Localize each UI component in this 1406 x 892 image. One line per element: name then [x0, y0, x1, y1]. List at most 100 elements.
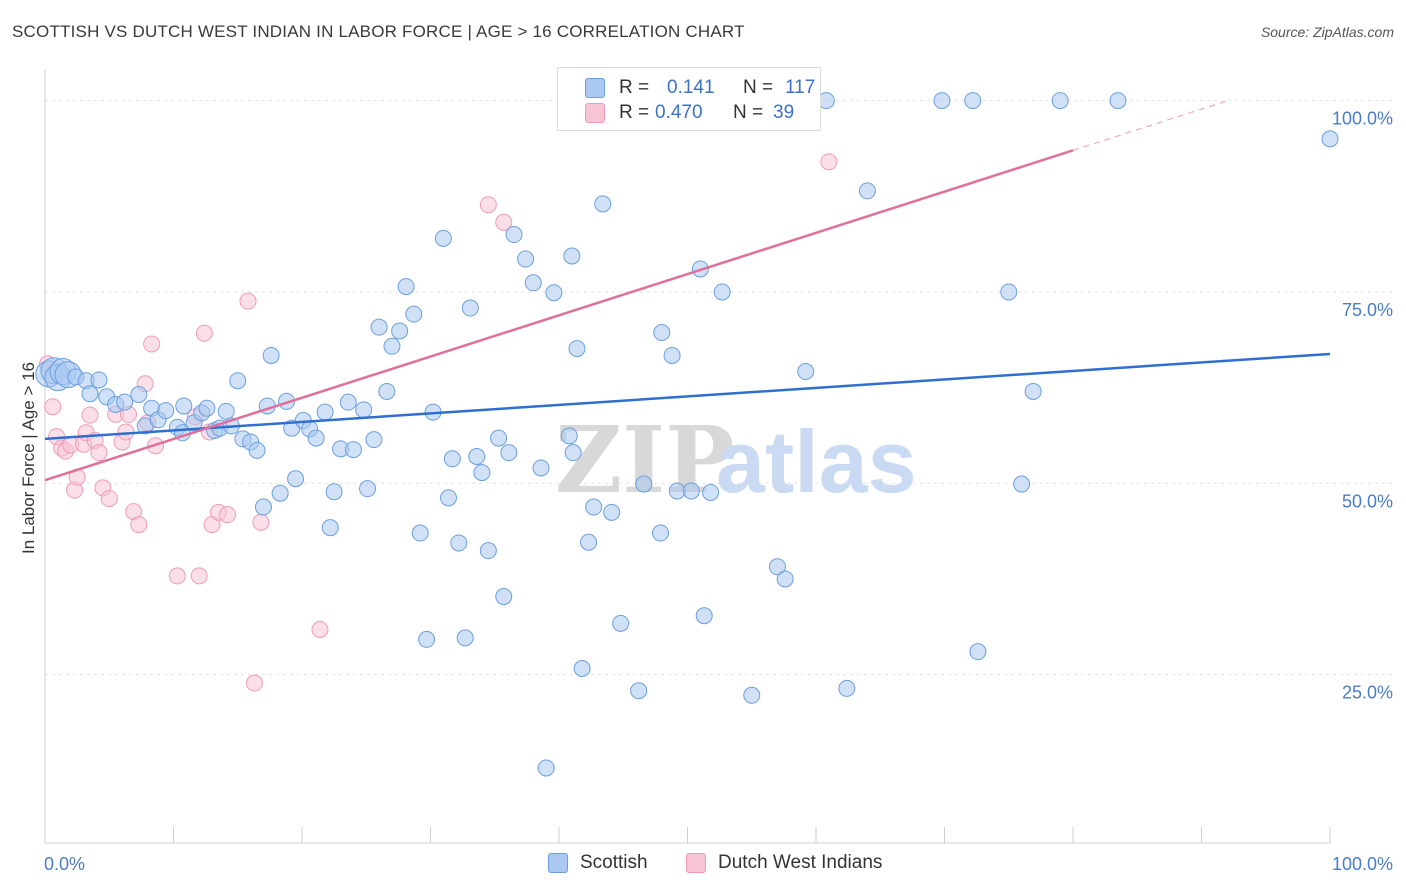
dutch-point-27 — [190, 567, 208, 585]
scottish-point-27 — [229, 372, 247, 390]
dutch-point-23 — [143, 335, 161, 353]
scottish-point-53 — [391, 322, 409, 340]
y-tick-label-0: 25.0% — [1342, 683, 1393, 703]
dutch-swatch — [686, 853, 706, 873]
scottish-point-30 — [248, 441, 266, 459]
gridlines — [45, 100, 1395, 676]
bottom-legend-dutch: Dutch West Indians — [686, 852, 882, 874]
dutch-point-35 — [252, 513, 270, 531]
scottish-point-64 — [461, 299, 479, 317]
scottish-point-94 — [682, 482, 700, 500]
scottish-swatch — [548, 853, 568, 873]
scottish-point-49 — [365, 431, 383, 449]
scottish-point-71 — [505, 226, 523, 244]
legend-r-value: 0.470 — [655, 102, 703, 123]
scottish-point-75 — [537, 759, 555, 777]
scottish-point-63 — [456, 629, 474, 647]
dutch-point-38 — [495, 213, 513, 231]
scottish-point-109 — [1000, 283, 1018, 301]
scottish-point-37 — [287, 470, 305, 488]
scottish-point-43 — [325, 483, 343, 501]
scottish-point-85 — [603, 503, 621, 521]
scottish-point-45 — [339, 393, 357, 411]
scottish-point-90 — [652, 524, 670, 542]
scottish-point-78 — [563, 247, 581, 265]
dutch-point-34 — [245, 674, 263, 692]
axes — [44, 70, 1331, 844]
scottish-point-72 — [517, 250, 535, 268]
scottish-point-40 — [307, 429, 325, 447]
dutch-point-14 — [100, 490, 118, 508]
scottish-point-91 — [653, 324, 671, 342]
stats-legend: R = 0.141 N = 117 R = 0.470 N = 39 — [557, 67, 821, 131]
bottom-legend-scottish: Scottish — [548, 852, 648, 874]
scottish-point-48 — [359, 480, 377, 498]
scottish-point-97 — [702, 483, 720, 501]
scottish-point-56 — [411, 524, 429, 542]
scottish-point-92 — [663, 346, 681, 364]
scottish-point-74 — [532, 459, 550, 477]
scottish-point-66 — [473, 464, 491, 482]
scottish-point-73 — [524, 274, 542, 292]
scottish-point-69 — [495, 588, 513, 606]
scottish-point-12 — [130, 386, 148, 404]
scottish-point-47 — [355, 401, 373, 419]
scottish-point-42 — [321, 519, 339, 537]
scottish-point-88 — [630, 682, 648, 700]
scottish-point-93 — [668, 482, 686, 500]
scottish-point-96 — [695, 607, 713, 625]
scottish-point-106 — [933, 92, 951, 110]
dutch-point-39 — [820, 153, 838, 171]
dutch-point-36 — [311, 620, 329, 638]
scottish-point-86 — [612, 614, 630, 632]
legend-n-label: N = — [733, 102, 764, 123]
scottish-point-81 — [573, 660, 591, 678]
scottish-point-11 — [116, 393, 134, 411]
watermark-atlas: atlas — [716, 412, 917, 511]
legend-r-value: 0.141 — [667, 77, 715, 98]
dutch-trend-extension — [1072, 100, 1228, 151]
scottish-point-19 — [175, 397, 193, 415]
x-tick-label-1: 100.0% — [1332, 854, 1393, 874]
scottish-point-107 — [964, 92, 982, 110]
x-tick-label-0: 0.0% — [44, 854, 85, 874]
y-tick-label-2: 75.0% — [1342, 300, 1393, 320]
dutch-trend-line — [44, 149, 1074, 482]
dutch-point-12 — [90, 444, 108, 462]
chart-title: SCOTTISH VS DUTCH WEST INDIAN IN LABOR F… — [12, 22, 745, 41]
legend-n-value: 39 — [773, 102, 795, 123]
scottish-point-41 — [316, 403, 334, 421]
trend-lines — [44, 100, 1331, 482]
dutch-point-25 — [168, 567, 186, 585]
source-label: Source: ZipAtlas.com — [1260, 24, 1394, 40]
dutch-point-33 — [239, 292, 257, 310]
scottish-point-113 — [1109, 92, 1127, 110]
scottish-point-101 — [776, 570, 794, 588]
scottish-point-76 — [545, 284, 563, 302]
scottish-point-34 — [271, 484, 289, 502]
scottish-point-33 — [262, 346, 280, 364]
scottish-label: Scottish — [580, 852, 648, 873]
scottish-point-114 — [1321, 130, 1339, 148]
legend-swatch-pink — [585, 103, 605, 123]
legend-r-label: R = — [619, 102, 650, 123]
scottish-point-57 — [418, 630, 436, 648]
dutch-point-10 — [81, 406, 99, 424]
scottish-point-98 — [713, 283, 731, 301]
dutch-point-20 — [130, 516, 148, 534]
y-tick-labels: 25.0% 50.0% 75.0% 100.0% — [1332, 109, 1393, 703]
y-tick-label-1: 50.0% — [1342, 491, 1393, 511]
legend-r-label: R = — [619, 77, 650, 98]
dutch-point-28 — [195, 324, 213, 342]
scottish-point-46 — [344, 441, 362, 459]
dutch-point-37 — [479, 196, 497, 214]
scottish-point-62 — [450, 534, 468, 552]
scottish-point-59 — [434, 229, 452, 247]
scottish-point-112 — [1051, 92, 1069, 110]
y-axis-label: In Labor Force | Age > 16 — [19, 362, 38, 554]
scottish-point-79 — [564, 444, 582, 462]
scottish-point-82 — [580, 533, 598, 551]
scottish-point-68 — [490, 429, 508, 447]
scottish-point-54 — [397, 278, 415, 296]
